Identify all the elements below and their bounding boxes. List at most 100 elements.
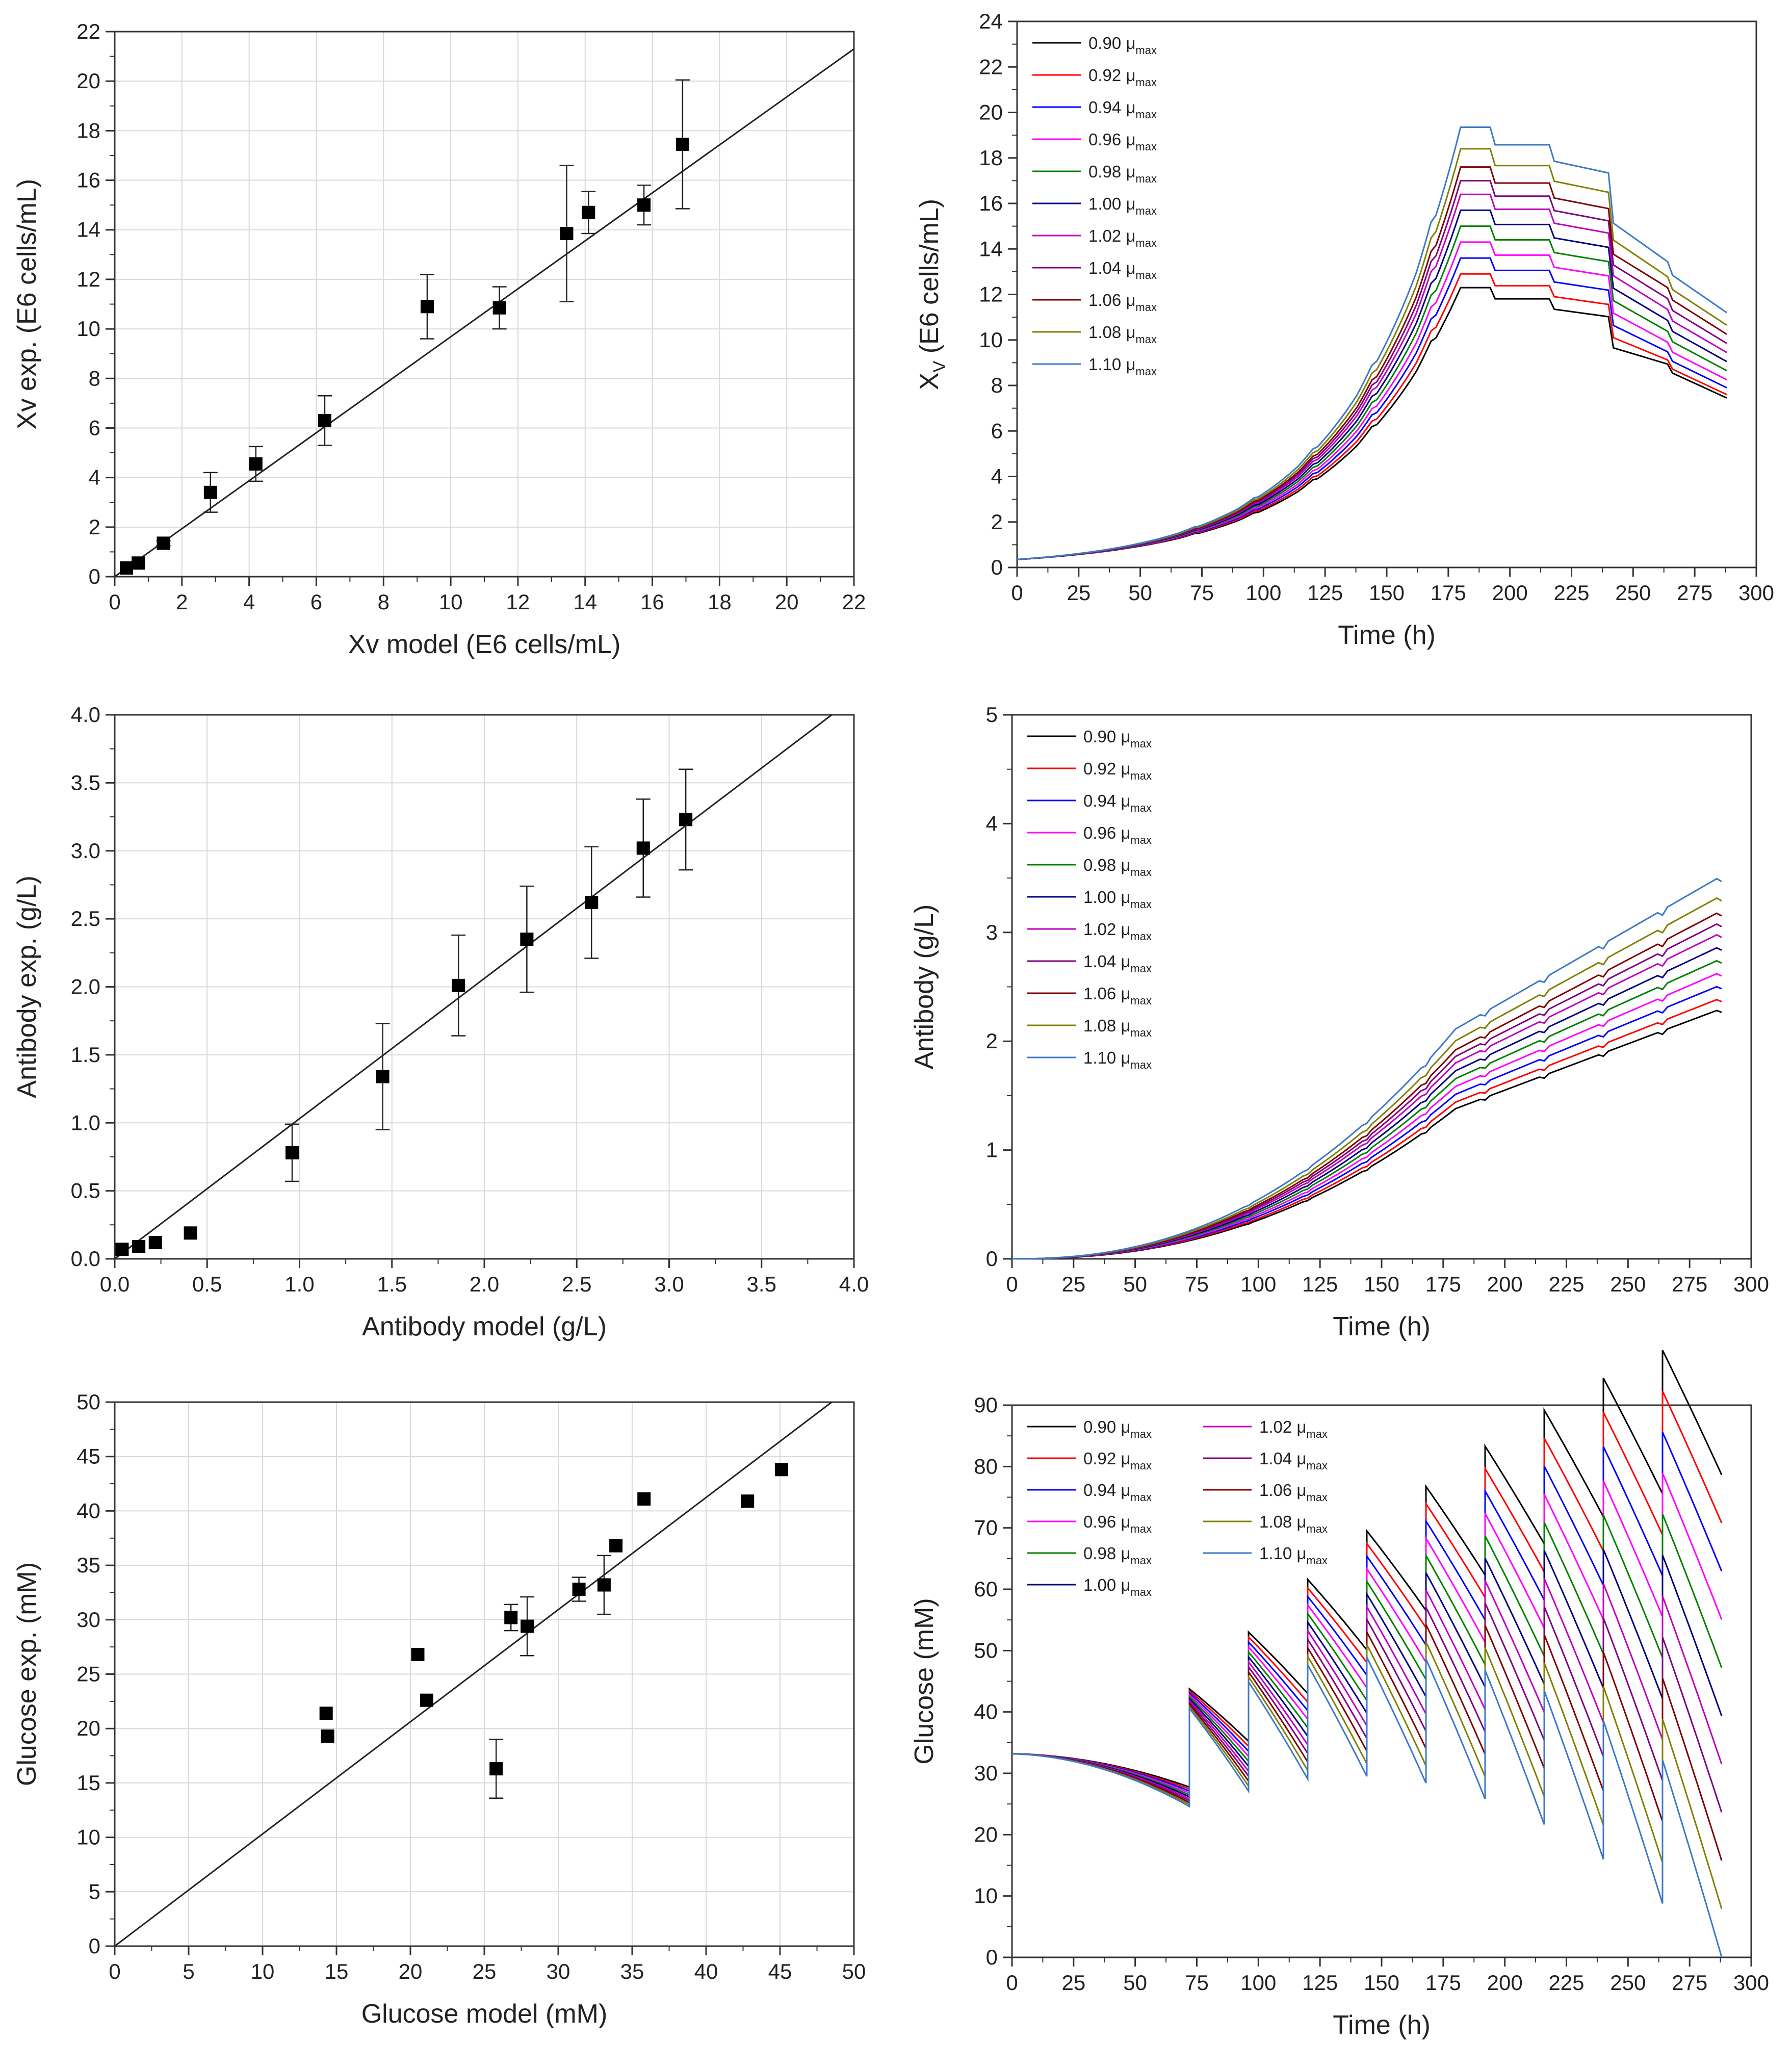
y-tick-label: 2 [991,510,1003,534]
x-axis-title: Antibody model (g/L) [362,1312,607,1341]
x-tick-label: 175 [1425,1272,1461,1296]
x-tick-label: 175 [1425,1971,1461,1995]
x-tick-label: 0 [1006,1971,1018,1995]
legend-label: 1.10 μmax [1259,1544,1328,1567]
x-tick-label: 175 [1431,581,1466,605]
legend-sub: max [1306,1428,1328,1440]
legend-value: 1.08 [1259,1512,1292,1531]
legend-mu: μ [1121,759,1130,778]
y-tick-label: 10 [76,1825,100,1849]
legend-label: 1.10 μmax [1083,1048,1152,1071]
y-tick-label: 12 [76,267,100,291]
legend-space [1292,1544,1296,1563]
data-point [249,457,263,471]
legend-space [1116,856,1121,874]
x-tick-label: 30 [547,1959,570,1983]
legend-mu: μ [1296,1449,1306,1468]
panel-antibody-parity: 0.0 0.5 1.0 1.5 2.0 2.5 3.0 3.5 4.0 0.0 0.5 1.0 1.5 2… [12,703,869,1341]
x-tick-label: 125 [1302,1971,1338,1995]
legend-space [1116,1048,1121,1067]
y-axis-title: Antibody exp. (g/L) [12,875,42,1098]
data-point [120,561,134,575]
y-tick-label: 90 [974,1393,998,1417]
y-tick-label: 80 [974,1454,998,1478]
y-tick-label: 4 [986,811,998,835]
y-tick-label: 6 [89,416,100,440]
legend-label: 1.02 μmax [1083,920,1152,943]
y-tick-label: 0.5 [71,1179,100,1203]
series-line-1.04 [1012,923,1722,1260]
x-tick-label: 8 [378,590,389,614]
legend-mu: μ [1296,1417,1306,1436]
legend-label: 0.98 μmax [1083,856,1152,878]
y-tick-label: 0.0 [71,1247,100,1271]
panel-antibody-time: 0 25 50 75 100 125 150 175 200 225 250 275 300 0 1 2 3 4 5… [910,703,1769,1341]
legend-mu: μ [1296,1481,1306,1500]
x-tick-label: 50 [1123,1272,1147,1296]
legend-sub: max [1135,172,1157,185]
legend-sub: max [1306,1554,1328,1567]
y-tick-label: 4 [991,464,1003,488]
legend-label: 1.04 μmax [1088,258,1157,281]
x-tick-label: 25 [1067,581,1090,605]
x-tick-label: 35 [620,1959,644,1983]
legend-label: 0.90 μmax [1088,34,1157,57]
series-line-1.10 [1012,877,1722,1260]
legend-value: 0.98 [1088,162,1121,181]
legend-value: 0.92 [1083,1449,1116,1468]
x-tick-label: 225 [1548,1971,1584,1995]
legend-value: 0.98 [1083,1544,1116,1563]
legend-value: 1.02 [1083,920,1116,939]
legend-sub: max [1135,365,1157,378]
legend-value: 0.92 [1083,759,1116,778]
y-tick-label: 20 [979,100,1003,124]
y-axis-title: Glucose exp. (mM) [12,1562,42,1786]
y-tick-label: 0 [986,1945,998,1969]
legend-space [1116,920,1121,939]
x-tick-label: 50 [842,1959,866,1983]
legend-sub: max [1130,1026,1152,1039]
x-tick-label: 300 [1733,1971,1769,1995]
legend-label: 1.08 μmax [1259,1512,1328,1535]
legend-sub: max [1306,1491,1328,1504]
data-point [132,556,145,570]
data-point [597,1578,611,1592]
y-tick-label: 5 [986,703,998,727]
legend-mu: μ [1126,226,1135,245]
y-tick-label: 1 [986,1138,998,1162]
x-tick-label: 22 [842,590,866,614]
x-tick-label: 14 [573,590,597,614]
y-tick-label: 0 [89,1934,100,1958]
y-tick-label: 40 [76,1498,100,1522]
data-point [637,198,651,212]
panel-glucose-time: 0 25 50 75 100 125 150 175 200 225 250 275 300 0 10 20 3… [910,1350,1769,2040]
y-tick-label: 40 [974,1700,998,1724]
x-tick-label: 18 [708,590,732,614]
legend-mu: μ [1126,355,1135,374]
x-tick-label: 0 [109,590,120,614]
legend-mu: μ [1121,1575,1130,1594]
legend-label: 0.98 μmax [1088,162,1157,185]
data-point [582,205,595,219]
x-tick-label: 250 [1615,581,1651,605]
legend-sub: max [1130,1554,1152,1567]
legend-value: 1.04 [1088,258,1121,277]
x-tick-label: 40 [694,1959,718,1983]
x-tick-label: 1.0 [284,1272,314,1296]
y-tick-label: 10 [76,317,100,341]
x-tick-label: 125 [1307,581,1343,605]
data-point [679,813,693,826]
y-tick-label: 12 [979,282,1003,306]
y-tick-label: 16 [76,168,100,192]
legend-space [1121,258,1126,277]
legend-space [1292,1449,1296,1468]
legend-sub: max [1130,1459,1152,1472]
legend-mu: μ [1121,1544,1130,1563]
legend-mu: μ [1126,66,1135,85]
x-tick-label: 100 [1240,1971,1276,1995]
legend-space [1116,1481,1121,1500]
legend-label: 1.08 μmax [1083,1016,1152,1039]
x-axis-title: Time (h) [1333,1312,1431,1341]
y-tick-label: 15 [76,1771,100,1795]
legend-value: 1.04 [1083,952,1116,971]
